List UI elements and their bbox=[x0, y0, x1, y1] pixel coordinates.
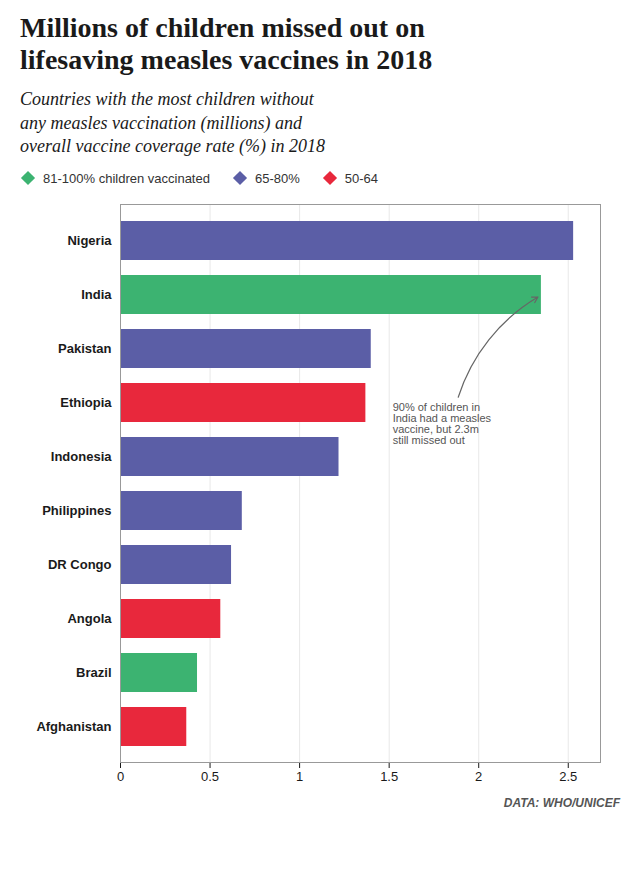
html-text:81-100% children vaccinated: 81-100% children vaccinated bbox=[43, 170, 210, 186]
svg-text:Afghanistan: Afghanistan bbox=[36, 719, 111, 734]
html-text:Countries with the most childr: Countries with the most children without… bbox=[20, 89, 325, 157]
html-text:Millions of children missed ou: Millions of children missed out on lifes… bbox=[20, 12, 433, 76]
svg-text:Ethiopia: Ethiopia bbox=[60, 395, 112, 410]
svg-text:2: 2 bbox=[475, 768, 482, 783]
svg-text:1: 1 bbox=[296, 768, 303, 783]
svg-text:1.5: 1.5 bbox=[380, 768, 398, 783]
svg-text:DR Congo: DR Congo bbox=[48, 557, 112, 572]
svg-text:0: 0 bbox=[117, 768, 124, 783]
html-text:50-64: 50-64 bbox=[344, 170, 378, 186]
svg-text:Indonesia: Indonesia bbox=[51, 449, 112, 464]
svg-text:Nigeria: Nigeria bbox=[67, 233, 112, 248]
svg-text:Pakistan: Pakistan bbox=[58, 341, 112, 356]
svg-text:Angola: Angola bbox=[67, 611, 112, 626]
svg-text:Philippines: Philippines bbox=[42, 503, 111, 518]
svg-text:0.5: 0.5 bbox=[201, 768, 219, 783]
svg-text:India: India bbox=[81, 287, 112, 302]
svg-text:90% of children inIndia had a: 90% of children inIndia had a measlesvac… bbox=[393, 400, 492, 445]
html-text:65-80%: 65-80% bbox=[254, 170, 300, 186]
svg-text:Brazil: Brazil bbox=[76, 665, 111, 680]
html-text:DATA: WHO/UNICEF: DATA: WHO/UNICEF bbox=[503, 795, 620, 810]
svg-text:2.5: 2.5 bbox=[559, 768, 577, 783]
